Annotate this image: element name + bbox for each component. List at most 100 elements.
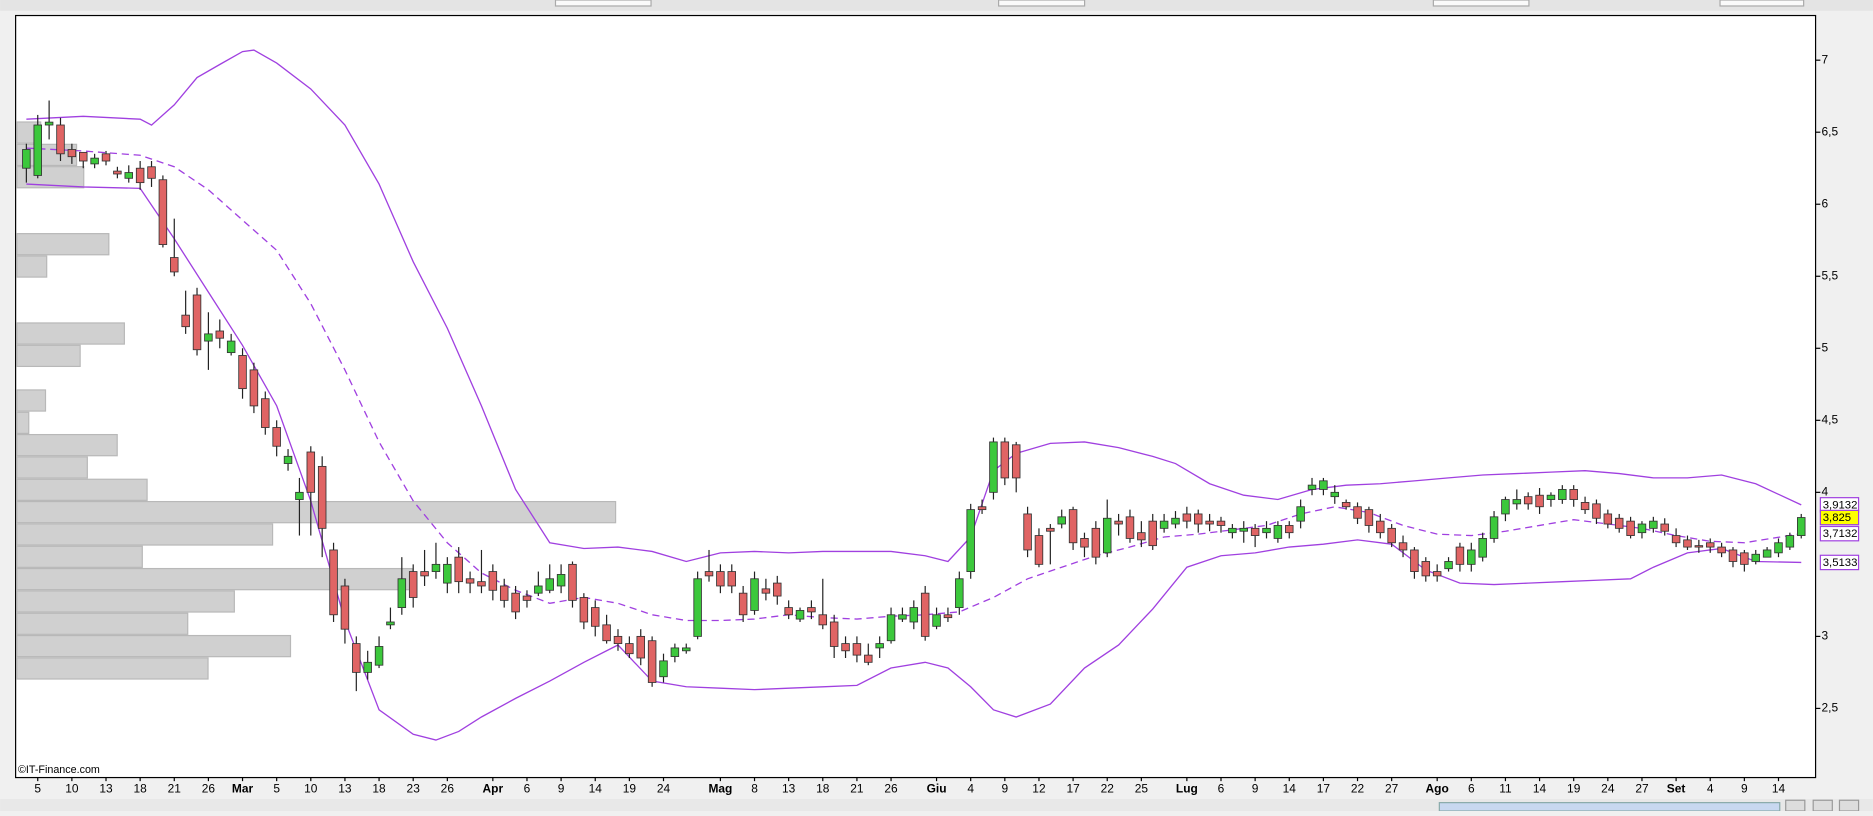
zoom-button[interactable]: [1785, 799, 1806, 812]
candle-body: [1262, 527, 1271, 534]
y-tick-label: 6: [1822, 196, 1829, 210]
candle-body: [113, 170, 122, 175]
toolbar-field[interactable]: [1432, 0, 1530, 7]
candle-body: [67, 149, 77, 158]
price-label-box: [1819, 554, 1860, 571]
x-tick-label: 6: [524, 782, 531, 796]
candle-body: [1501, 499, 1510, 515]
profile-bar: [16, 567, 414, 591]
profile-bar: [16, 389, 47, 412]
candle-body: [545, 578, 554, 591]
candle-body: [238, 355, 247, 390]
y-tick-label: 4,5: [1822, 412, 1839, 426]
candle-body: [226, 340, 236, 354]
x-tick-label: 5: [273, 782, 280, 796]
candle-body: [408, 571, 418, 598]
candle-body: [1182, 513, 1192, 522]
x-tick-label: 14: [589, 782, 603, 796]
profile-bar: [16, 545, 143, 568]
candle-body: [1364, 509, 1374, 526]
x-tick-label: 27: [1635, 782, 1649, 796]
x-tick-label: 11: [1499, 782, 1512, 796]
x-tick-label: 22: [1351, 782, 1365, 796]
x-tick-label: 12: [1032, 782, 1046, 796]
candle-body: [1046, 527, 1055, 532]
candle-body: [852, 643, 862, 656]
candle-body: [272, 427, 281, 447]
candle-body: [135, 167, 145, 184]
candle-body: [283, 455, 293, 464]
candle-body: [1774, 542, 1783, 554]
x-tick-label: Set: [1667, 782, 1686, 796]
candle-body: [1580, 502, 1590, 511]
toolbar-field[interactable]: [1719, 0, 1805, 7]
x-tick-label: 9: [558, 782, 565, 796]
profile-bar: [16, 344, 81, 368]
scrollbar-thumb[interactable]: [1438, 802, 1781, 812]
candle-body: [1353, 506, 1362, 519]
candle-body: [1080, 538, 1089, 548]
zoom-out-button[interactable]: [1812, 799, 1833, 812]
x-tick-label: 22: [1101, 782, 1115, 796]
candle-body: [1523, 496, 1533, 505]
candle-body: [1387, 527, 1396, 544]
candle-body: [682, 647, 691, 652]
candle-body: [1410, 549, 1419, 572]
candle-body: [1114, 520, 1123, 525]
x-tick-label: Ago: [1426, 782, 1449, 796]
candle-body: [1330, 491, 1340, 498]
candle-body: [249, 369, 259, 407]
x-tick-label: 10: [65, 782, 79, 796]
x-tick-label: 9: [1741, 782, 1748, 796]
candle-body: [909, 607, 919, 623]
x-tick-label: Giu: [927, 782, 947, 796]
candle-body: [147, 166, 156, 179]
candle-body: [56, 124, 65, 155]
candle-body: [1228, 527, 1237, 534]
candle-body: [613, 635, 623, 645]
candle-body: [1398, 542, 1408, 551]
watermark: ©IT-Finance.com: [18, 764, 100, 776]
x-tick-label: 19: [623, 782, 637, 796]
x-tick-label: 24: [657, 782, 671, 796]
candle-body: [556, 574, 566, 587]
candle-body: [499, 585, 509, 601]
candle-body: [1546, 494, 1556, 500]
x-tick-label: 4: [967, 782, 974, 796]
x-tick-label: Apr: [483, 782, 504, 796]
price-label: 3,5133: [1823, 557, 1858, 569]
x-tick-label: 26: [884, 782, 898, 796]
candle-body: [1478, 538, 1487, 558]
toolbar-field[interactable]: [998, 0, 1086, 7]
candle-body: [818, 614, 828, 626]
x-tick-label: 27: [1385, 782, 1399, 796]
candle-body: [522, 595, 532, 601]
candle-body: [443, 563, 452, 584]
candle-body: [864, 654, 873, 663]
candle-body: [1592, 503, 1601, 519]
toolbar-field[interactable]: [554, 0, 652, 7]
bollinger-band: [26, 183, 1802, 741]
x-tick-label: 6: [1468, 782, 1475, 796]
candle-body: [738, 592, 748, 616]
candle-body: [579, 597, 589, 623]
plot-area: [15, 14, 1817, 779]
x-tick-label: 24: [1601, 782, 1615, 796]
candle-body: [340, 585, 350, 630]
candle-body: [1728, 549, 1738, 562]
x-tick-label: 23: [407, 782, 421, 796]
candle-body: [1432, 571, 1442, 577]
candle-body: [807, 607, 816, 613]
candle-body: [977, 506, 987, 511]
candle-body: [716, 571, 725, 587]
candle-body: [943, 614, 953, 619]
candle-body: [181, 314, 190, 328]
candle-body: [875, 643, 884, 649]
candle-body: [511, 592, 520, 613]
x-tick-label: 13: [338, 782, 352, 796]
y-tick-label: 2,5: [1822, 701, 1839, 715]
candle-body: [124, 172, 134, 179]
candle-body: [727, 571, 737, 587]
zoom-in-button[interactable]: [1838, 799, 1860, 812]
candle-body: [1319, 480, 1328, 490]
